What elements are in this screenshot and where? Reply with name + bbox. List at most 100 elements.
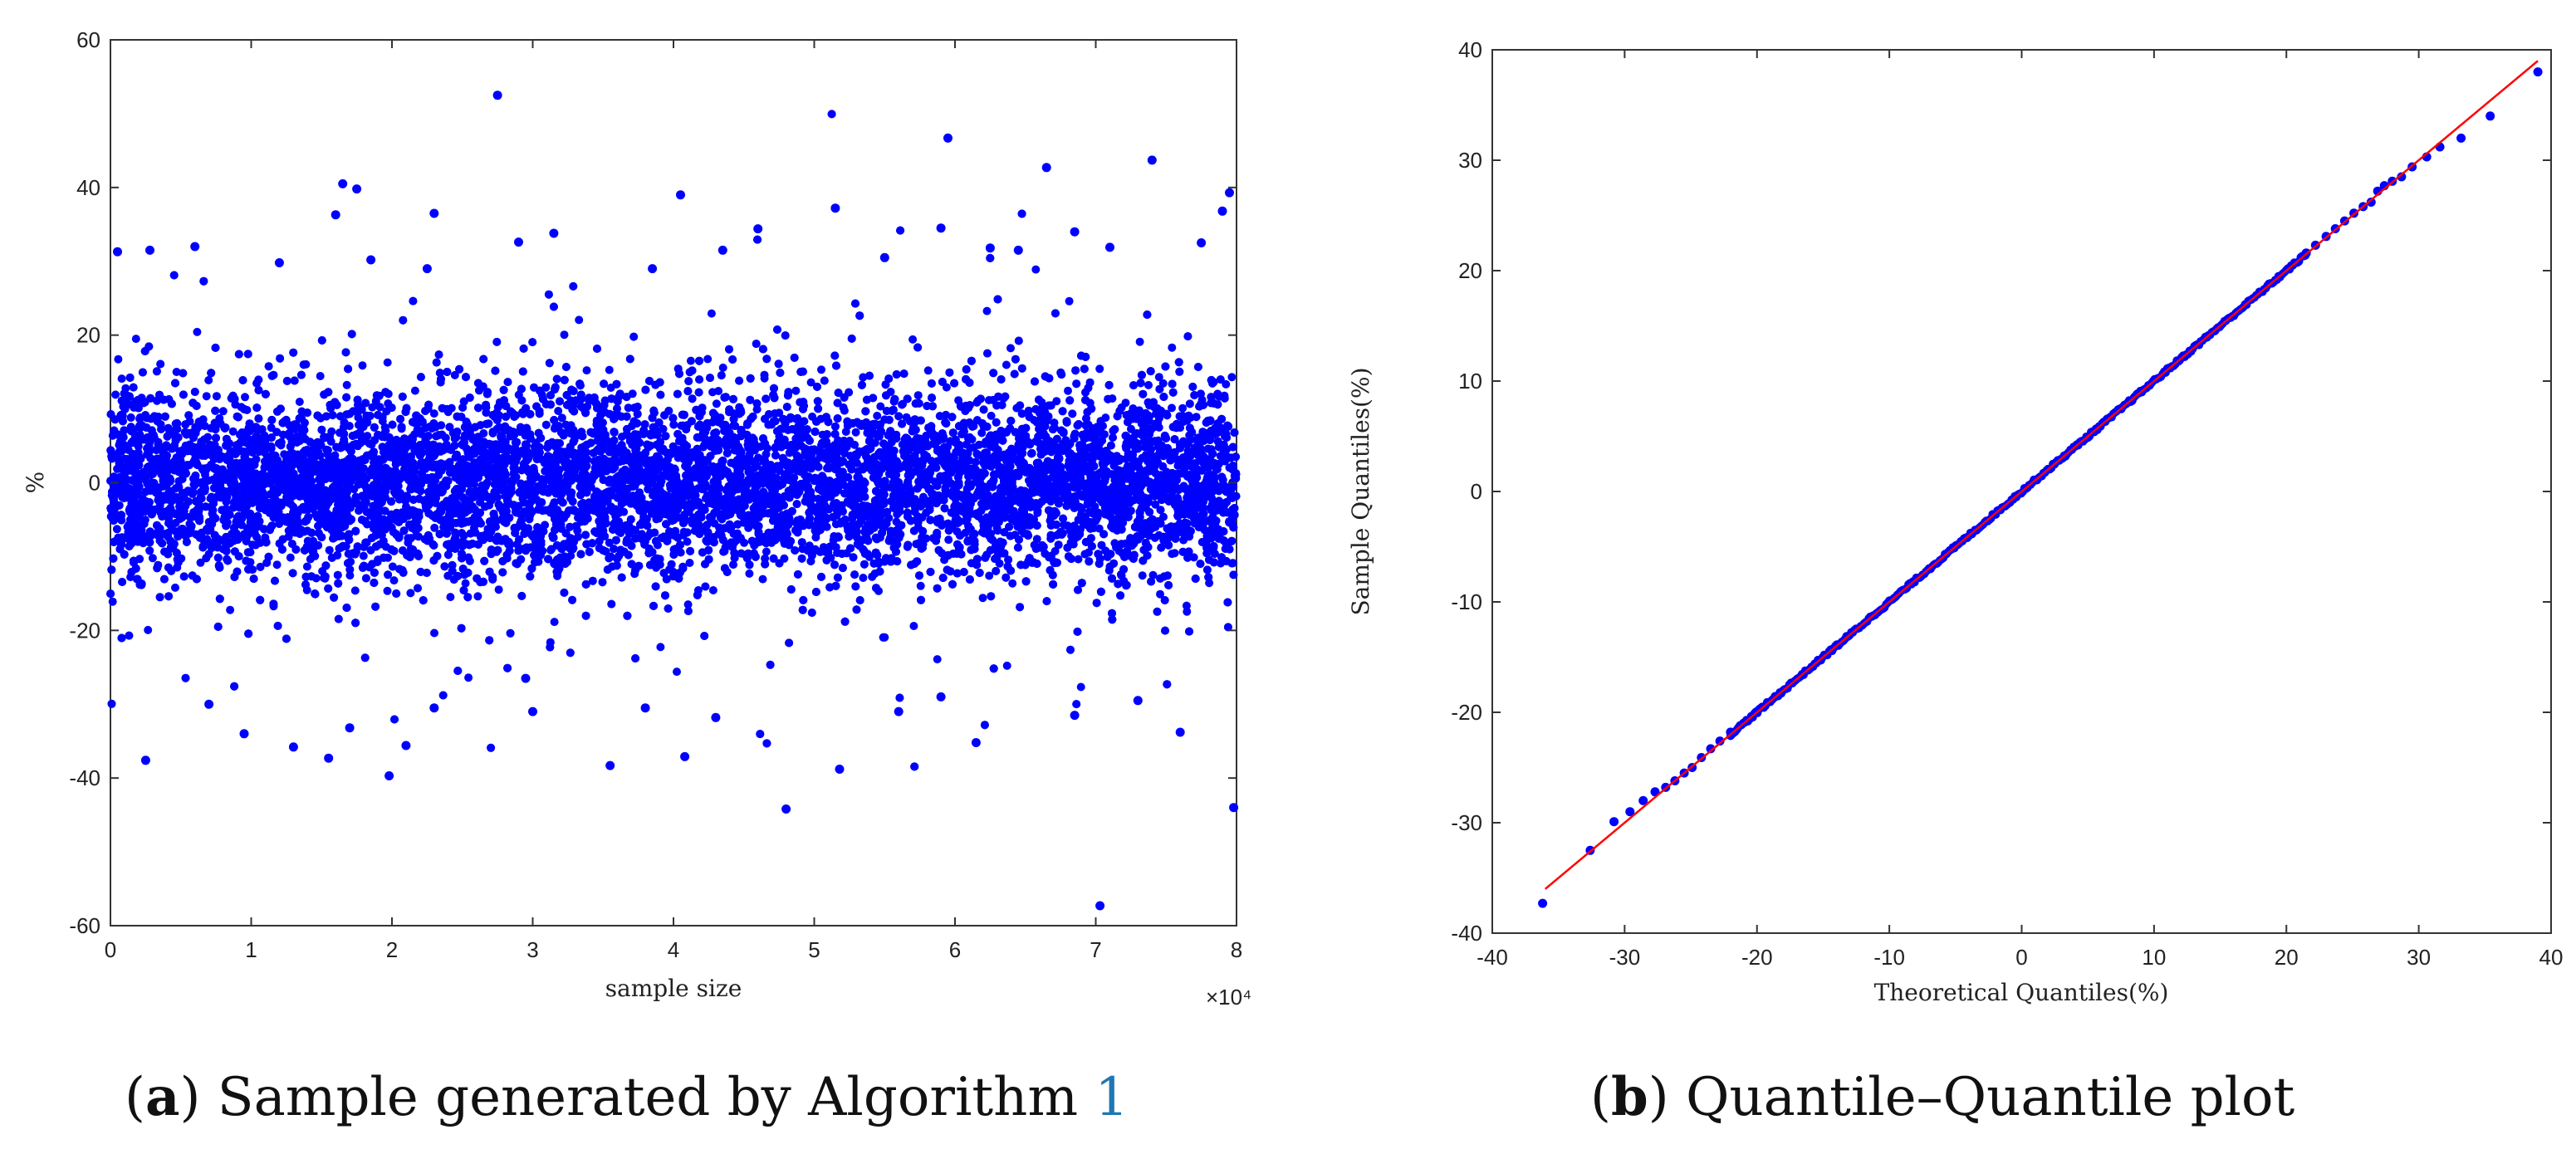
data-point xyxy=(712,399,721,408)
data-point xyxy=(464,673,473,682)
data-point xyxy=(1135,337,1144,346)
data-point xyxy=(933,655,942,664)
data-point xyxy=(1076,682,1085,692)
data-point xyxy=(359,551,368,560)
data-point xyxy=(389,576,399,585)
data-point xyxy=(430,628,438,638)
data-point xyxy=(447,403,456,413)
data-point xyxy=(714,387,723,395)
data-point xyxy=(978,594,987,603)
data-point xyxy=(111,390,120,399)
data-point xyxy=(554,407,563,415)
data-point xyxy=(204,376,213,384)
data-point xyxy=(1154,373,1163,382)
data-point xyxy=(1202,549,1212,558)
data-point xyxy=(1168,343,1177,352)
data-point xyxy=(1064,386,1072,395)
data-point xyxy=(982,306,992,315)
data-point xyxy=(1031,265,1041,274)
data-point xyxy=(117,374,126,384)
data-point xyxy=(450,370,459,379)
data-point xyxy=(1151,500,1160,509)
data-point xyxy=(583,455,592,464)
data-point xyxy=(1095,364,1104,374)
data-point xyxy=(272,560,282,570)
data-point xyxy=(550,618,559,627)
data-point xyxy=(683,600,693,609)
data-point xyxy=(1002,360,1011,369)
data-point xyxy=(148,554,157,563)
data-point xyxy=(909,622,918,630)
data-point xyxy=(1002,661,1011,670)
data-point xyxy=(977,428,987,438)
data-point xyxy=(718,363,727,372)
data-point xyxy=(461,579,470,588)
data-point xyxy=(806,378,815,387)
data-point xyxy=(745,569,754,578)
data-point xyxy=(226,605,235,614)
data-point xyxy=(1008,579,1017,588)
data-point xyxy=(916,581,925,590)
data-point xyxy=(1227,373,1237,382)
data-point xyxy=(791,386,801,395)
data-point xyxy=(985,571,994,580)
data-point xyxy=(923,366,933,375)
data-point xyxy=(908,335,918,344)
data-point xyxy=(707,309,716,318)
data-point xyxy=(286,553,295,562)
data-point xyxy=(708,586,717,594)
data-point xyxy=(703,354,713,364)
data-point xyxy=(566,551,575,560)
data-point xyxy=(683,537,692,546)
data-point xyxy=(202,392,211,401)
data-point xyxy=(859,574,868,582)
data-point xyxy=(1144,380,1153,389)
data-point xyxy=(121,384,130,393)
data-point xyxy=(131,335,140,344)
data-point xyxy=(873,411,882,420)
data-point xyxy=(1121,398,1130,408)
scatter-points-a xyxy=(106,90,1241,911)
data-point xyxy=(605,365,614,374)
data-point xyxy=(685,559,694,567)
data-point xyxy=(1178,403,1188,413)
data-point xyxy=(108,597,117,606)
data-point xyxy=(1156,589,1164,599)
data-point xyxy=(729,560,737,570)
data-point xyxy=(494,585,503,594)
data-point xyxy=(345,571,355,580)
data-point xyxy=(944,535,953,545)
data-point xyxy=(1148,570,1158,579)
data-point xyxy=(144,625,153,634)
data-point xyxy=(686,356,695,365)
data-point xyxy=(368,403,377,412)
data-point xyxy=(302,562,311,571)
data-point xyxy=(851,428,860,437)
data-point xyxy=(1074,555,1083,564)
data-point xyxy=(193,327,202,336)
data-point xyxy=(171,583,179,592)
data-point xyxy=(342,380,351,389)
data-point xyxy=(656,643,665,652)
data-point xyxy=(758,574,767,584)
data-point xyxy=(157,425,165,433)
data-point xyxy=(218,407,228,416)
data-point xyxy=(196,558,205,567)
data-point xyxy=(406,589,415,598)
data-point xyxy=(1095,524,1104,533)
data-point xyxy=(383,358,392,367)
data-point xyxy=(762,547,771,556)
data-point xyxy=(383,586,392,595)
data-point xyxy=(1183,607,1192,616)
data-point xyxy=(114,354,123,364)
data-point xyxy=(673,667,681,677)
data-point xyxy=(358,361,367,370)
data-point xyxy=(316,372,325,380)
data-point xyxy=(1065,296,1074,306)
data-point xyxy=(582,366,591,375)
data-point xyxy=(350,586,360,595)
data-point xyxy=(306,555,315,564)
data-point xyxy=(541,521,550,530)
data-point xyxy=(112,525,121,534)
